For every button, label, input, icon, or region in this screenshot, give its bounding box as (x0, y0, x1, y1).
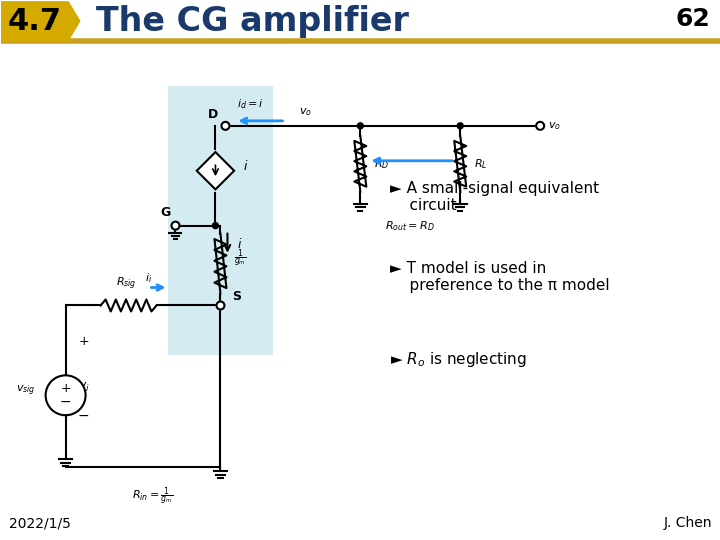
Text: $i_d = i$: $i_d = i$ (237, 97, 264, 111)
Text: $i_i$: $i_i$ (145, 272, 152, 285)
Text: 4.7: 4.7 (8, 6, 62, 36)
Polygon shape (1, 1, 81, 41)
Text: +: + (60, 382, 71, 395)
Text: J. Chen: J. Chen (664, 516, 712, 530)
Text: $\frac{1}{g_m}$: $\frac{1}{g_m}$ (235, 247, 247, 270)
Text: ► T model is used in
    preference to the π model: ► T model is used in preference to the π… (390, 261, 610, 293)
Circle shape (357, 123, 364, 129)
Text: $v_i$: $v_i$ (78, 381, 89, 394)
Text: 2022/1/5: 2022/1/5 (9, 516, 71, 530)
Text: G: G (161, 206, 171, 219)
Text: −: − (78, 409, 89, 423)
Text: ► $R_o$ is neglecting: ► $R_o$ is neglecting (390, 350, 527, 369)
Circle shape (45, 375, 86, 415)
Circle shape (457, 123, 463, 129)
Polygon shape (197, 152, 234, 190)
Text: $R_{sig}$: $R_{sig}$ (116, 275, 137, 292)
Circle shape (212, 222, 218, 228)
Text: $v_o$: $v_o$ (299, 106, 312, 118)
Text: $R_{out} = R_D$: $R_{out} = R_D$ (385, 220, 435, 233)
Circle shape (222, 122, 230, 130)
Text: $R_D$: $R_D$ (374, 157, 390, 171)
Text: S: S (233, 291, 241, 303)
Text: $v_{sig}$: $v_{sig}$ (16, 383, 35, 397)
FancyBboxPatch shape (168, 86, 274, 355)
Text: The CG amplifier: The CG amplifier (96, 4, 408, 38)
Text: $R_{in} = \frac{1}{g_m}$: $R_{in} = \frac{1}{g_m}$ (132, 485, 173, 508)
Text: $R_L$: $R_L$ (474, 157, 488, 171)
Text: −: − (60, 395, 71, 409)
Circle shape (536, 122, 544, 130)
Text: D: D (208, 108, 219, 121)
Text: $i$: $i$ (238, 237, 243, 251)
Text: $i$: $i$ (243, 159, 249, 173)
Text: $v_o$: $v_o$ (548, 120, 561, 132)
Text: 62: 62 (675, 7, 710, 31)
Text: ► A small-signal equivalent
    circuit: ► A small-signal equivalent circuit (390, 181, 600, 213)
Circle shape (217, 301, 225, 309)
Text: +: + (78, 335, 89, 348)
Circle shape (171, 221, 179, 229)
